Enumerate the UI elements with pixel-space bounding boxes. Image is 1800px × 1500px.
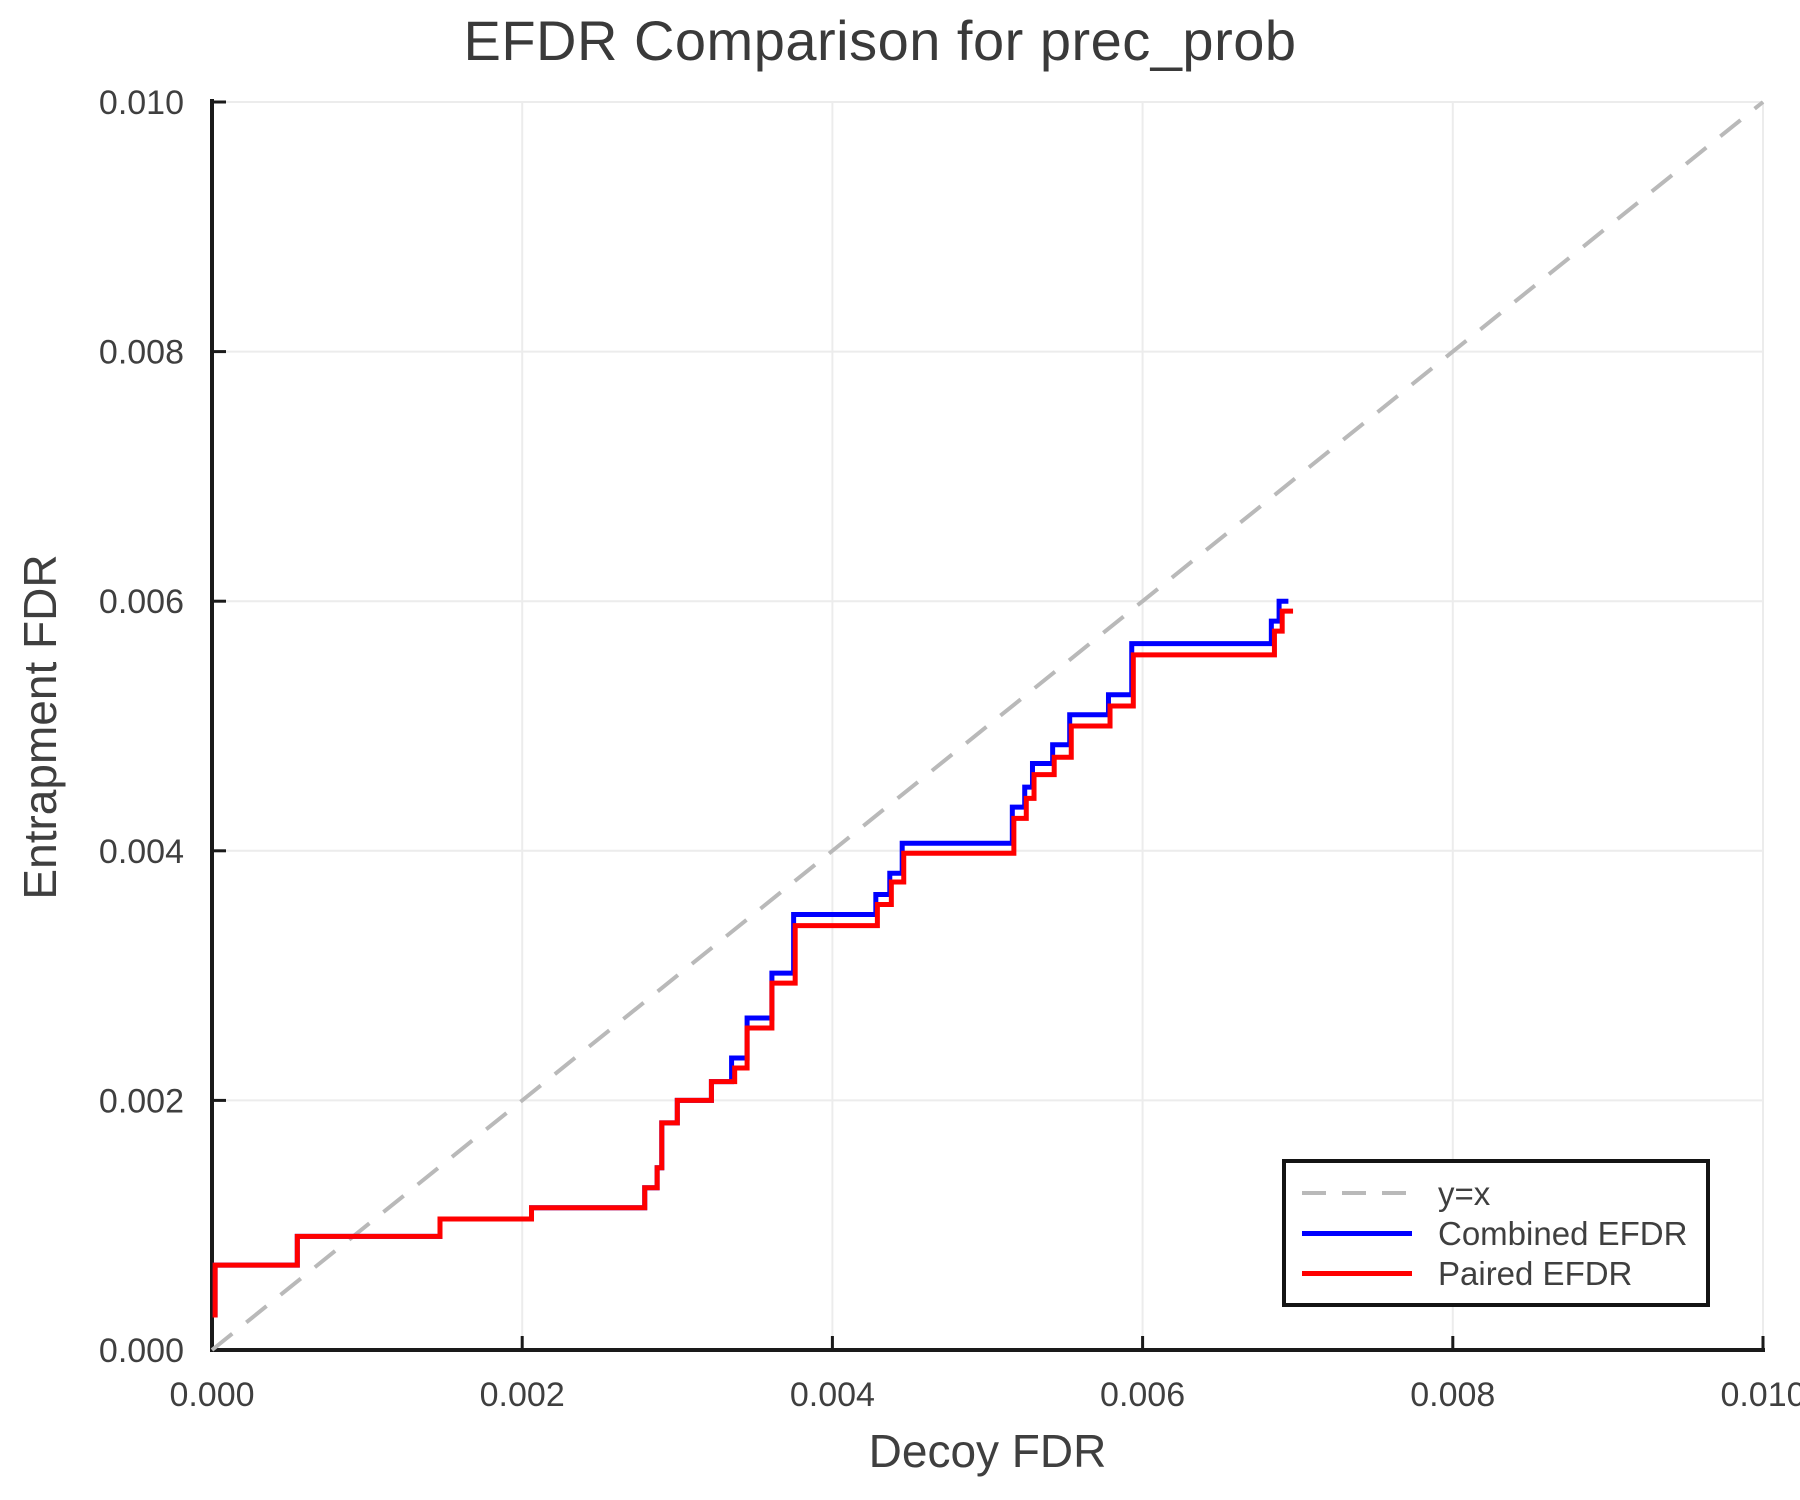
svg-text:0.008: 0.008 [1410,1376,1495,1414]
x-tick-labels: 0.000 0.002 0.004 0.006 0.008 0.010 [169,1376,1800,1414]
svg-text:0.010: 0.010 [99,84,184,122]
identity-line-sample [1302,1191,1412,1195]
svg-text:0.006: 0.006 [1100,1376,1185,1414]
y-x-line [210,100,1765,1352]
legend-item-combined-efdr: Combined EFDR [1302,1216,1706,1250]
legend-item-identity: y=x [1302,1176,1706,1210]
axes-spines [210,99,1765,1352]
svg-text:0.000: 0.000 [99,1332,184,1370]
svg-text:0.002: 0.002 [99,1082,184,1120]
paired-efdr-line [212,608,1294,1318]
legend-label-identity: y=x [1438,1174,1491,1212]
combined-efdr-line [212,598,1289,1318]
paired-efdr-line-sample [1302,1270,1412,1276]
y-tick-labels: 0.000 0.002 0.004 0.006 0.008 0.010 [99,84,184,1370]
svg-text:0.006: 0.006 [99,583,184,621]
legend-item-paired-efdr: Paired EFDR [1302,1256,1706,1290]
svg-text:0.010: 0.010 [1720,1376,1800,1414]
svg-text:0.000: 0.000 [169,1376,254,1414]
chart-title: EFDR Comparison for prec_prob [463,9,1297,72]
svg-text:0.004: 0.004 [99,833,184,871]
legend-label-combined-efdr: Combined EFDR [1438,1214,1688,1252]
combined-efdr-line-sample [1302,1230,1412,1236]
svg-text:0.004: 0.004 [790,1376,875,1414]
gridlines [212,101,1764,1350]
svg-text:0.008: 0.008 [99,334,184,372]
y-axis-label: Entrapment FDR [14,554,66,900]
legend: y=x Combined EFDR Paired EFDR [1282,1159,1710,1307]
svg-text:0.002: 0.002 [480,1376,565,1414]
legend-label-paired-efdr: Paired EFDR [1438,1254,1633,1292]
x-axis-label: Decoy FDR [868,1425,1107,1477]
